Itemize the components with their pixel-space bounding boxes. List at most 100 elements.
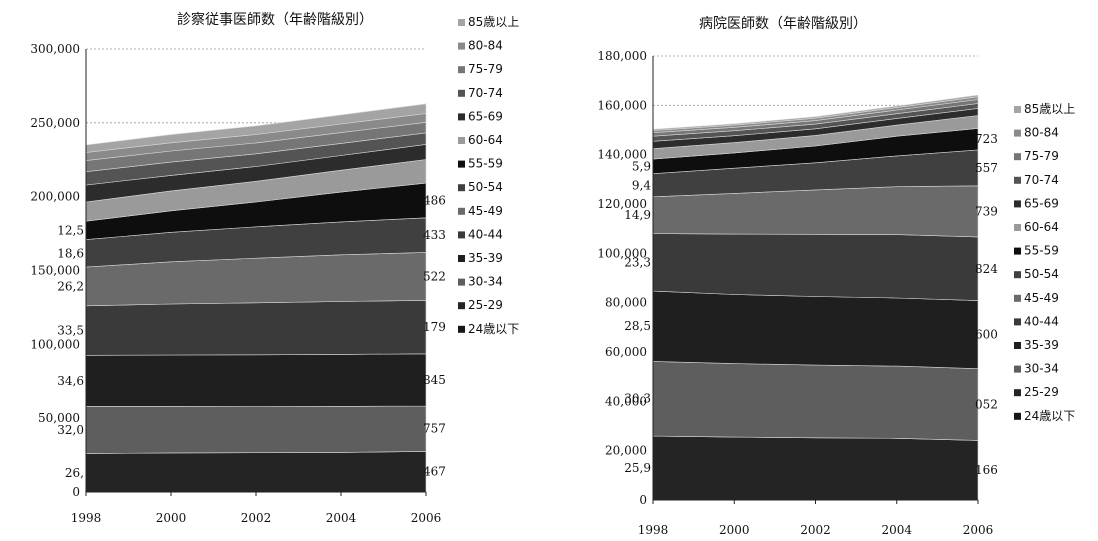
legend-swatch [458,19,465,26]
legend-label: 45-49 [468,204,503,218]
area-series-30-34 [85,405,427,454]
data-label-right: 757 [423,422,446,436]
legend-label: 24歳以下 [1024,409,1075,423]
legend-swatch [458,255,465,262]
y-tick-label: 120,000 [597,197,647,211]
data-label-right: 824 [975,262,998,276]
legend-label: 35-39 [468,251,503,265]
x-tick-label: 2002 [800,523,831,537]
legend-label: 70-74 [468,86,503,100]
y-tick-label: 150,000 [30,264,80,278]
data-label-left: 18,6 [57,246,84,260]
legend-swatch [458,66,465,74]
legend-swatch [1014,247,1021,255]
y-tick-label: 0 [72,485,80,499]
legend-swatch [1014,318,1021,326]
y-tick-label: 100,000 [30,337,80,351]
legend-swatch [458,231,465,239]
legend-label: 80-84 [468,39,503,53]
area-series-35-39 [652,290,979,370]
y-tick-label: 180,000 [597,49,647,63]
legend-swatch [458,42,465,50]
legend-swatch [1014,106,1021,113]
area-series-85歳以上 [85,103,427,153]
x-tick-label: 2000 [719,523,750,537]
data-label-left: 23,3 [624,255,651,269]
legend-label: 24歳以下 [468,322,519,336]
chart-title: 病院医師数（年齢階級別） [699,16,867,32]
data-label-left: 9,4 [632,178,651,192]
legend-label: 50-54 [468,180,503,194]
y-tick-label: 140,000 [597,148,647,162]
legend-swatch [1014,176,1021,184]
y-tick-label: 20,000 [605,444,647,458]
data-label-right: 557 [975,161,998,175]
legend-swatch [458,113,465,121]
legend-swatch [1014,342,1021,349]
legend-label: 55-59 [468,157,503,171]
legend-label: 50-54 [1024,267,1059,281]
data-label-right: 433 [423,228,446,242]
data-label-right: 522 [423,269,446,283]
legend-swatch [458,278,465,286]
y-tick-label: 250,000 [30,116,80,130]
x-tick-label: 2000 [156,511,187,525]
legend-label: 45-49 [1024,291,1059,305]
legend-label: 25-29 [1024,385,1059,399]
y-tick-label: 40,000 [605,394,647,408]
y-tick-label: 60,000 [605,345,647,359]
data-label-left: 14,9 [624,208,651,222]
x-tick-label: 2004 [881,523,912,537]
right-area-chart: 病院医師数（年齢階級別） 0 20,000 40,000 60,000 80,000 100… [597,16,1075,537]
data-label-right: 739 [975,204,998,218]
data-label-right: 179 [423,320,446,334]
data-label-left: 26,2 [57,279,84,293]
y-tick-label: 300,000 [30,42,80,56]
data-label-right: 166 [975,463,998,477]
data-label-left: 28,5 [624,319,651,333]
y-tick-label: 80,000 [605,296,647,310]
legend-label: 75-79 [468,62,503,76]
legend-swatch [1014,365,1021,373]
legend-swatch [1014,271,1021,279]
x-tick-label: 2006 [963,523,994,537]
area-series-30-34 [652,361,979,441]
legend-swatch [1014,389,1021,397]
legend-label: 65-69 [468,109,503,123]
data-label-right: 467 [423,465,446,479]
legend-label: 30-34 [468,275,503,289]
data-label-right: 600 [975,328,998,342]
data-label-left: 26, [65,466,84,480]
legend-label: 30-34 [1024,362,1059,376]
left-chart-panel: 診察従事医師数（年齢階級別） 0 50,000 100,000 150,000 200,0… [30,11,519,525]
legend-label: 85歳以上 [1024,102,1075,116]
legend-label: 40-44 [1024,314,1059,328]
legend-label: 60-64 [468,133,503,147]
data-label-right: 486 [423,193,446,207]
legend-swatch [458,184,465,192]
data-label-left: 34,6 [57,374,84,388]
legend-swatch [458,302,465,310]
legend-label: 55-59 [1024,244,1059,258]
area-series-85歳以上 [652,94,979,131]
legend-swatch [1014,294,1021,302]
data-label-left: 33,5 [57,324,84,338]
x-tick-label: 1998 [71,511,102,525]
legend-swatch [1014,129,1021,137]
chart-title: 診察従事医師数（年齢階級別） [177,11,373,28]
legend-label: 75-79 [1024,149,1059,163]
legend-swatch [458,207,465,215]
legend-swatch [1014,153,1021,161]
area-series-25-29 [85,451,427,493]
x-tick-label: 2006 [411,511,442,525]
x-tick-label: 2004 [326,511,357,525]
legend-swatch [458,137,465,144]
y-tick-label: 200,000 [30,190,80,204]
legend-swatch [1014,412,1021,420]
legend-label: 85歳以上 [468,15,519,29]
legend-label: 40-44 [468,227,503,241]
y-tick-label: 100,000 [597,246,647,260]
data-label-left: 32,0 [57,423,84,437]
right-chart-panel: 病院医師数（年齢階級別） 0 20,000 40,000 60,000 80,000 100… [549,0,1098,541]
legend-label: 70-74 [1024,173,1059,187]
